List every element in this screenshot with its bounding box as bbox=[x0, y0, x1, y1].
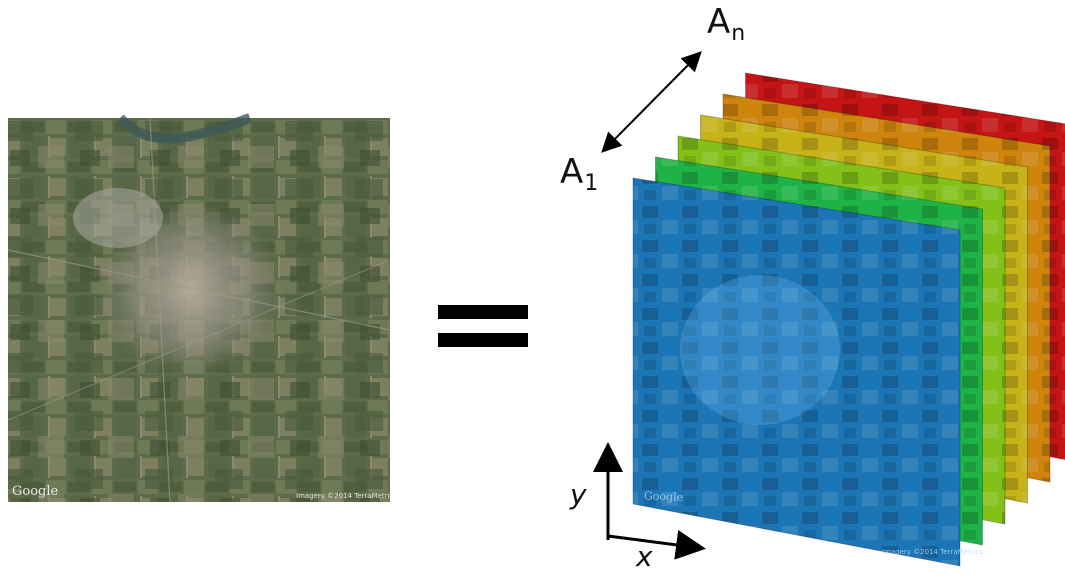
aerial-image bbox=[7, 113, 391, 503]
label-a1-letter: A bbox=[560, 152, 584, 192]
layer-1-shade bbox=[633, 178, 960, 566]
front-layer-credit: Imagery ©2014 TerraMetrics bbox=[882, 548, 983, 556]
label-a1: A1 bbox=[560, 152, 598, 196]
aerial-watermark: Google bbox=[12, 484, 59, 499]
layer-axis-arrow bbox=[601, 51, 702, 153]
label-an-sub: n bbox=[731, 21, 746, 46]
x-axis-label: x bbox=[636, 540, 653, 573]
label-a1-sub: 1 bbox=[584, 171, 599, 196]
equals-bottom-bar bbox=[438, 333, 528, 347]
y-axis-label: y bbox=[570, 478, 587, 511]
layer-stack bbox=[632, 72, 1065, 567]
label-an-letter: A bbox=[707, 2, 731, 42]
aerial-credit: Imagery ©2014 TerraMetrics bbox=[296, 492, 397, 500]
front-layer-watermark: Google bbox=[644, 489, 684, 504]
x-axis-arrow bbox=[607, 530, 706, 560]
equals-top-bar bbox=[438, 305, 528, 319]
layer-1-texture bbox=[633, 178, 960, 566]
label-an: An bbox=[707, 2, 745, 46]
front-layer-town-glow bbox=[680, 275, 840, 425]
